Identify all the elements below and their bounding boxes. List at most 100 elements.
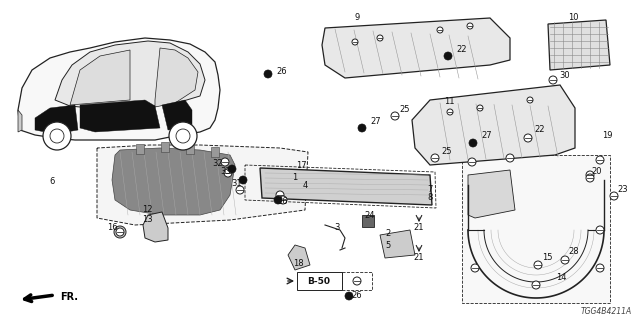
- Text: 25: 25: [400, 106, 410, 115]
- Text: 26: 26: [278, 196, 288, 205]
- Bar: [136, 144, 144, 154]
- Text: 17: 17: [296, 161, 307, 170]
- Circle shape: [534, 261, 542, 269]
- Text: 22: 22: [457, 45, 467, 54]
- Text: 31: 31: [232, 179, 243, 188]
- Circle shape: [477, 105, 483, 111]
- Circle shape: [549, 76, 557, 84]
- Circle shape: [596, 156, 604, 164]
- Circle shape: [377, 35, 383, 41]
- Bar: [297, 272, 342, 290]
- Text: 19: 19: [602, 131, 612, 140]
- Circle shape: [276, 191, 284, 199]
- Polygon shape: [80, 100, 160, 132]
- Circle shape: [358, 124, 366, 132]
- Circle shape: [437, 27, 443, 33]
- Circle shape: [471, 264, 479, 272]
- Polygon shape: [412, 85, 575, 165]
- Bar: [186, 144, 194, 154]
- Text: 25: 25: [442, 148, 452, 156]
- Circle shape: [169, 122, 197, 150]
- Text: 12: 12: [141, 205, 152, 214]
- Circle shape: [506, 154, 514, 162]
- Polygon shape: [70, 50, 130, 105]
- Text: 11: 11: [444, 98, 454, 107]
- Text: 23: 23: [618, 186, 628, 195]
- Polygon shape: [35, 105, 78, 134]
- Text: 20: 20: [592, 167, 602, 177]
- Bar: [362, 215, 374, 227]
- Text: 14: 14: [556, 274, 566, 283]
- Text: 21: 21: [413, 253, 424, 262]
- Circle shape: [596, 264, 604, 272]
- Polygon shape: [18, 38, 220, 140]
- Text: 21: 21: [413, 223, 424, 233]
- Polygon shape: [162, 100, 192, 130]
- Bar: [342, 272, 372, 290]
- Circle shape: [527, 97, 533, 103]
- Circle shape: [236, 186, 244, 194]
- Bar: [211, 147, 219, 157]
- Circle shape: [279, 196, 287, 204]
- Text: B-50: B-50: [307, 276, 330, 285]
- Text: 1: 1: [292, 173, 298, 182]
- Circle shape: [532, 281, 540, 289]
- Text: 28: 28: [569, 247, 579, 257]
- Circle shape: [116, 228, 124, 236]
- Circle shape: [43, 122, 71, 150]
- Circle shape: [596, 226, 604, 234]
- Circle shape: [444, 52, 452, 60]
- Text: 4: 4: [302, 180, 308, 189]
- Circle shape: [467, 23, 473, 29]
- Text: 8: 8: [428, 194, 433, 203]
- Circle shape: [353, 277, 361, 285]
- Circle shape: [447, 109, 453, 115]
- Text: 7: 7: [428, 185, 433, 194]
- Text: 30: 30: [560, 70, 570, 79]
- Circle shape: [610, 192, 618, 200]
- Circle shape: [469, 139, 477, 147]
- Text: 18: 18: [292, 259, 303, 268]
- Circle shape: [352, 39, 358, 45]
- Text: 27: 27: [371, 117, 381, 126]
- Text: 9: 9: [355, 13, 360, 22]
- Circle shape: [221, 158, 229, 166]
- Polygon shape: [322, 18, 510, 78]
- Polygon shape: [143, 212, 168, 242]
- Text: TGG4B4211A: TGG4B4211A: [580, 307, 632, 316]
- Polygon shape: [380, 230, 415, 258]
- Circle shape: [468, 158, 476, 166]
- Polygon shape: [260, 168, 432, 205]
- Circle shape: [431, 154, 439, 162]
- Circle shape: [391, 112, 399, 120]
- Text: 13: 13: [141, 215, 152, 225]
- Polygon shape: [468, 170, 515, 218]
- Text: 26: 26: [276, 68, 287, 76]
- Circle shape: [561, 256, 569, 264]
- Circle shape: [586, 174, 594, 182]
- Circle shape: [274, 196, 282, 204]
- Text: 15: 15: [541, 253, 552, 262]
- Polygon shape: [155, 48, 198, 107]
- Text: FR.: FR.: [60, 292, 78, 302]
- Text: 33: 33: [221, 167, 232, 177]
- Circle shape: [239, 176, 247, 184]
- Text: 24: 24: [365, 211, 375, 220]
- Text: 22: 22: [535, 125, 545, 134]
- Circle shape: [228, 165, 236, 173]
- Polygon shape: [288, 245, 310, 270]
- Circle shape: [224, 169, 232, 177]
- Polygon shape: [112, 148, 235, 215]
- Text: 16: 16: [107, 223, 117, 233]
- Circle shape: [586, 171, 594, 179]
- Circle shape: [345, 292, 353, 300]
- Polygon shape: [18, 110, 22, 132]
- Polygon shape: [55, 41, 205, 108]
- Text: 10: 10: [568, 13, 579, 22]
- Circle shape: [524, 134, 532, 142]
- Polygon shape: [97, 145, 308, 225]
- Bar: [161, 142, 169, 152]
- Text: 2: 2: [385, 229, 390, 238]
- Circle shape: [114, 226, 126, 238]
- Polygon shape: [548, 20, 610, 70]
